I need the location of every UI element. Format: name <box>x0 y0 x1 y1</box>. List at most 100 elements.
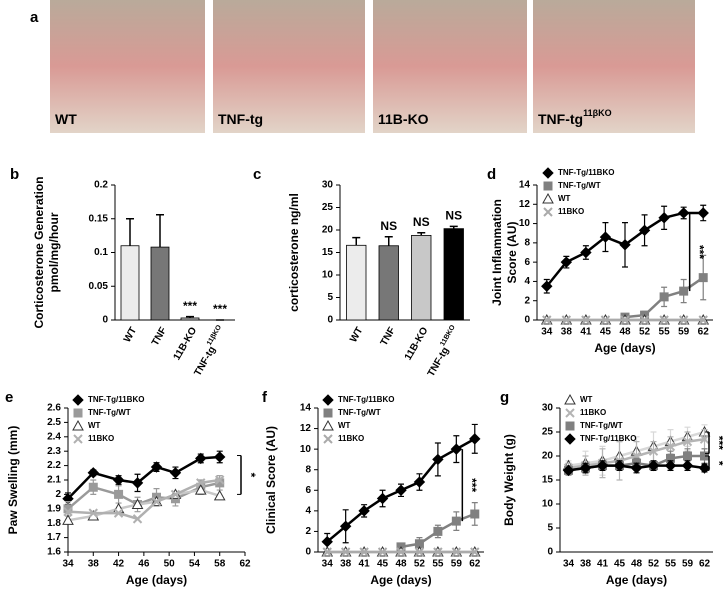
marker <box>579 462 592 474</box>
y-tick-label: 0 <box>305 547 311 558</box>
marker <box>698 273 708 283</box>
marker <box>151 496 162 507</box>
photo-label-text: WT <box>55 111 77 127</box>
x-tick-text: 11B-KO <box>171 325 199 362</box>
marker <box>564 393 576 405</box>
marker <box>63 506 73 517</box>
photo-label: 11B-KO <box>378 111 429 127</box>
significance-label: * <box>244 473 258 478</box>
x-tick-sup: 11βKO <box>206 323 223 346</box>
y-tick-label: 5 <box>547 523 553 534</box>
marker <box>620 315 630 325</box>
marker <box>565 421 575 431</box>
y-tick-label: 0 <box>547 547 553 558</box>
x-tick-label: 48 <box>631 559 643 570</box>
marker <box>377 547 388 557</box>
marker <box>698 462 711 474</box>
marker <box>470 509 480 519</box>
marker <box>72 419 84 431</box>
bar-label: NS <box>380 219 397 233</box>
photo-label-text: 11B-KO <box>378 111 429 127</box>
marker <box>565 408 575 418</box>
x-tick-label: 38 <box>88 559 100 570</box>
x-tick-label: TNF <box>150 325 169 347</box>
x-tick-label: 59 <box>682 559 694 570</box>
y-tick-label: 2 <box>55 489 61 500</box>
marker <box>195 452 207 465</box>
y-tick-label: 0 <box>524 315 530 326</box>
paw-photo <box>373 0 527 133</box>
y-tick-label: 2.1 <box>47 475 61 486</box>
legend-label: TNF-Tg/WT <box>580 421 623 430</box>
significance-label: * <box>712 461 723 466</box>
marker <box>131 498 144 509</box>
x-tick-label: 42 <box>113 559 125 570</box>
y-tick-label: 20 <box>542 451 554 462</box>
x-tick-text: TNF-tg <box>192 345 218 378</box>
marker <box>580 246 592 259</box>
marker <box>541 280 553 292</box>
marker <box>664 459 677 472</box>
x-tick-label: 46 <box>138 559 150 570</box>
marker <box>560 256 573 268</box>
y-tick-label: 10 <box>542 499 554 510</box>
legend-label: TNF-Tg/WT <box>338 408 381 417</box>
x-tick-text: WT <box>122 325 139 344</box>
marker <box>678 315 689 325</box>
y-tick-label: 10 <box>519 218 531 229</box>
marker <box>599 231 612 243</box>
y-tick-label: 5 <box>327 292 333 303</box>
marker <box>88 508 98 518</box>
y-tick-label: 0.15 <box>89 213 109 224</box>
bar <box>346 244 367 321</box>
y-axis-label: Paw Swelling (mm) <box>6 426 20 535</box>
y-tick-label: 2.5 <box>47 417 61 428</box>
panel-letter: d <box>487 166 496 183</box>
marker <box>647 459 660 472</box>
marker <box>450 443 463 455</box>
y-axis-label: Corticosterone Generation <box>32 176 46 328</box>
marker <box>679 286 689 296</box>
x-tick-text: WT <box>348 325 365 344</box>
x-tick-label: 62 <box>469 559 481 570</box>
x-tick-label: TNF <box>378 325 397 347</box>
marker <box>87 467 99 479</box>
panel-letter: g <box>500 389 509 406</box>
photo-label: TNF-tg11βKO <box>538 108 612 126</box>
bar-label: *** <box>183 299 197 313</box>
marker <box>322 419 334 431</box>
x-tick-label: WT <box>122 325 139 344</box>
x-tick-label: 48 <box>395 559 407 570</box>
x-axis-label: Age (days) <box>606 573 667 587</box>
error-bar <box>126 218 134 246</box>
panel-letter: c <box>253 166 261 183</box>
legend-label: TNF-Tg/11BKO <box>580 434 636 443</box>
marker <box>73 408 83 418</box>
marker <box>433 547 443 557</box>
legend-label: 11BKO <box>88 434 114 443</box>
x-tick-label: 45 <box>377 559 389 570</box>
legend-label: TNF-Tg/WT <box>558 181 601 190</box>
x-tick-label: 34 <box>563 559 575 570</box>
marker <box>131 477 144 489</box>
marker <box>581 315 591 325</box>
y-tick-label: 0 <box>327 315 333 326</box>
marker <box>682 436 693 447</box>
x-axis-label: Age (days) <box>594 341 655 355</box>
marker <box>414 539 424 549</box>
x-tick-label: 38 <box>580 559 592 570</box>
y-tick-label: 15 <box>322 247 334 258</box>
y-tick-label: 2.2 <box>47 460 61 471</box>
x-tick-label: 54 <box>189 559 201 570</box>
legend-label: WT <box>558 194 571 203</box>
legend-label: 11BKO <box>338 434 364 443</box>
marker <box>88 482 98 492</box>
marker <box>470 547 480 557</box>
legend-label: 11BKO <box>580 408 606 417</box>
marker <box>561 315 572 325</box>
y-tick-label: 12 <box>300 423 312 434</box>
legend-label: TNF-Tg/11BKO <box>88 395 144 404</box>
marker <box>150 461 163 473</box>
marker <box>638 224 651 237</box>
x-tick-label: 62 <box>699 559 711 570</box>
